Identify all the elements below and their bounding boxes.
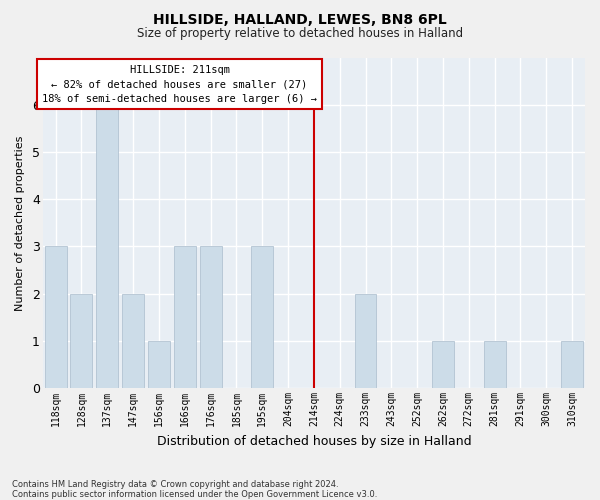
- Bar: [174, 246, 196, 388]
- Y-axis label: Number of detached properties: Number of detached properties: [15, 135, 25, 310]
- Bar: [355, 294, 376, 388]
- Bar: [148, 341, 170, 388]
- Text: Contains HM Land Registry data © Crown copyright and database right 2024.: Contains HM Land Registry data © Crown c…: [12, 480, 338, 489]
- Bar: [432, 341, 454, 388]
- Bar: [97, 104, 118, 388]
- Text: HILLSIDE: 211sqm
← 82% of detached houses are smaller (27)
18% of semi-detached : HILLSIDE: 211sqm ← 82% of detached house…: [42, 64, 317, 104]
- Bar: [70, 294, 92, 388]
- Bar: [200, 246, 221, 388]
- Bar: [122, 294, 144, 388]
- Text: Size of property relative to detached houses in Halland: Size of property relative to detached ho…: [137, 28, 463, 40]
- Text: Contains public sector information licensed under the Open Government Licence v3: Contains public sector information licen…: [12, 490, 377, 499]
- Bar: [251, 246, 273, 388]
- Text: HILLSIDE, HALLAND, LEWES, BN8 6PL: HILLSIDE, HALLAND, LEWES, BN8 6PL: [153, 12, 447, 26]
- Bar: [484, 341, 506, 388]
- Bar: [44, 246, 67, 388]
- Bar: [561, 341, 583, 388]
- X-axis label: Distribution of detached houses by size in Halland: Distribution of detached houses by size …: [157, 434, 471, 448]
